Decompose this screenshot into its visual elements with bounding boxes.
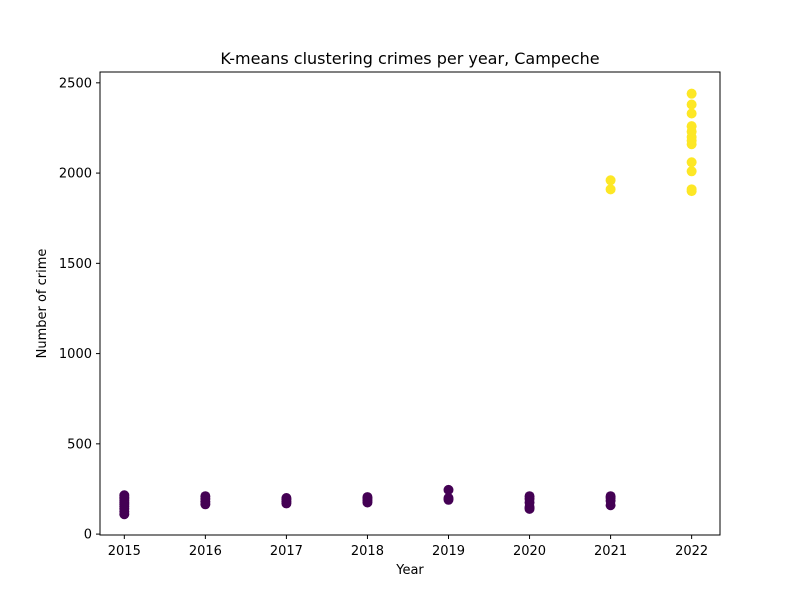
cluster-0-point bbox=[524, 491, 535, 502]
cluster-0-point bbox=[605, 491, 616, 502]
x-tick-label: 2016 bbox=[189, 544, 222, 559]
x-tick-label: 2022 bbox=[675, 544, 708, 559]
x-tick-label: 2015 bbox=[108, 544, 141, 559]
y-tick-label: 1000 bbox=[59, 347, 92, 362]
cluster-0-point bbox=[443, 484, 454, 495]
cluster-1-point bbox=[686, 88, 697, 99]
cluster-1-point bbox=[686, 99, 697, 110]
axes-frame bbox=[99, 71, 721, 536]
x-tick-label: 2021 bbox=[594, 544, 627, 559]
y-axis-label: Number of crime bbox=[35, 249, 50, 359]
cluster-1-point bbox=[605, 175, 616, 186]
cluster-0-point bbox=[281, 493, 292, 503]
x-tick-label: 2018 bbox=[351, 544, 384, 559]
x-axis-ticks: 2015 2016 2017 2018 2019 2020 2021 2022 bbox=[108, 535, 708, 559]
cluster-0-point bbox=[362, 492, 373, 503]
x-tick-label: 2017 bbox=[270, 544, 303, 559]
cluster-0-point bbox=[443, 493, 454, 503]
cluster-1-point bbox=[686, 184, 697, 195]
x-axis-label: Year bbox=[395, 563, 424, 578]
cluster-1-point bbox=[605, 184, 616, 195]
cluster-1-point bbox=[686, 121, 697, 132]
cluster-0-point bbox=[119, 490, 130, 501]
y-tick-label: 2000 bbox=[59, 167, 92, 182]
x-tick-label: 2020 bbox=[513, 544, 546, 559]
y-tick-label: 0 bbox=[84, 528, 92, 543]
cluster-1-point bbox=[686, 108, 697, 119]
cluster-1-point bbox=[686, 157, 697, 168]
cluster-0-point bbox=[200, 491, 211, 502]
chart-title: K-means clustering crimes per year, Camp… bbox=[220, 49, 599, 68]
y-tick-label: 2500 bbox=[59, 76, 92, 91]
x-tick-label: 2019 bbox=[432, 544, 465, 559]
y-axis-ticks: 0 500 1000 1500 2000 2500 bbox=[59, 76, 100, 543]
y-tick-label: 1500 bbox=[59, 257, 92, 272]
data-points bbox=[119, 88, 697, 520]
cluster-1-point bbox=[686, 166, 697, 177]
y-tick-label: 500 bbox=[67, 437, 92, 452]
